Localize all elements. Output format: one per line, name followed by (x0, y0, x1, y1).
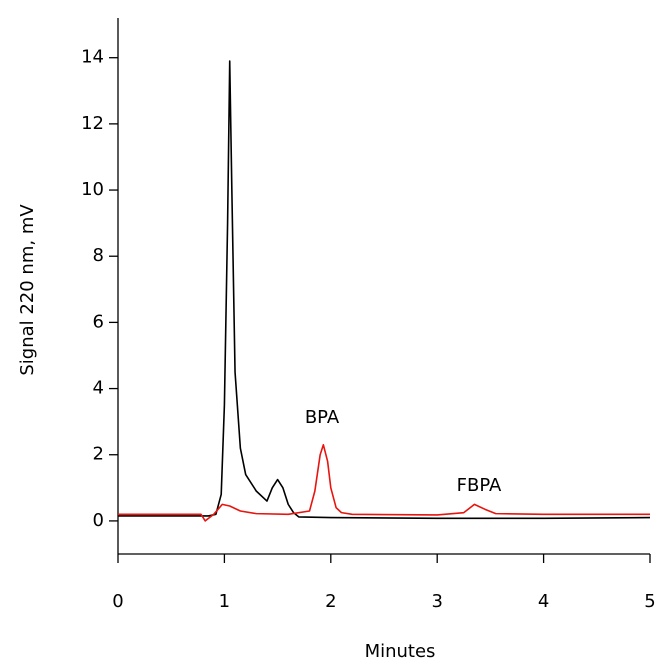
trace (118, 60, 651, 520)
x-axis-label: Minutes (365, 641, 436, 662)
y-tick-label: 6 (93, 311, 104, 332)
x-tick-label: 1 (219, 591, 230, 612)
trace (118, 444, 650, 522)
y-tick-label: 4 (93, 378, 104, 399)
x-tick-label: 5 (644, 591, 655, 612)
annotation: BPA (305, 407, 340, 428)
x-tick-label: 0 (112, 591, 123, 612)
y-tick-label: 2 (93, 444, 104, 465)
y-tick-label: 14 (81, 47, 104, 68)
y-tick-label: 10 (81, 179, 104, 200)
annotation: FBPA (457, 475, 502, 496)
x-tick-label: 4 (538, 591, 549, 612)
y-tick-label: 8 (93, 245, 104, 266)
y-axis-label: Signal 220 nm, mV (17, 204, 38, 376)
x-tick-label: 3 (431, 591, 442, 612)
x-tick-label: 2 (325, 591, 336, 612)
y-tick-label: 12 (81, 113, 104, 134)
y-tick-label: 0 (93, 510, 104, 531)
